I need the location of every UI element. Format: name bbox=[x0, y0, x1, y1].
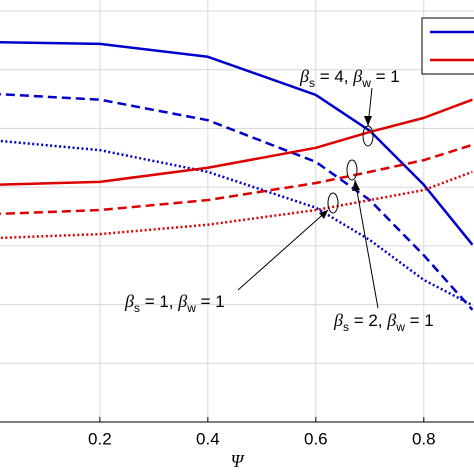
annotation-part: s bbox=[309, 76, 315, 90]
marker-ellipse bbox=[346, 159, 358, 181]
annotation-part: β bbox=[299, 66, 309, 86]
series-line bbox=[0, 92, 474, 311]
series-line bbox=[0, 41, 474, 246]
annotation-part: = 1, bbox=[140, 292, 178, 311]
arrowhead bbox=[364, 116, 372, 126]
annotation: βs = 1, βw = 1 bbox=[124, 291, 225, 315]
annotation-part: = 1 bbox=[196, 292, 225, 311]
annotation-part: w bbox=[361, 76, 371, 90]
grid: 0.2 0.4 0.6 0.8 bbox=[0, 0, 474, 448]
x-tick-label: 0.6 bbox=[304, 429, 328, 448]
annotation-layer: βs = 4, βw = 1βs = 1, βw = 1βs = 2, βw =… bbox=[124, 17, 474, 334]
annotation-part: β bbox=[352, 66, 362, 86]
legend-box bbox=[421, 17, 474, 75]
series-line bbox=[0, 98, 473, 186]
annotation-part: = 1 bbox=[405, 311, 434, 330]
annotation-part: s bbox=[343, 320, 349, 334]
arrow bbox=[354, 179, 379, 309]
series-line bbox=[0, 143, 473, 216]
marker-ellipse bbox=[327, 192, 339, 214]
annotation-part: β bbox=[386, 310, 396, 330]
series-line bbox=[0, 170, 473, 240]
annotation-part: = 4, bbox=[315, 67, 353, 86]
annotation: βs = 2, βw = 1 bbox=[333, 310, 434, 334]
annotation-part: = 1 bbox=[371, 67, 400, 86]
arrow bbox=[237, 209, 329, 291]
x-axis-label: Ψ bbox=[231, 451, 246, 471]
annotation-part: β bbox=[124, 291, 134, 311]
x-tick-label: 0.8 bbox=[412, 429, 436, 448]
arrowhead bbox=[319, 210, 328, 219]
annotation-part: w bbox=[186, 301, 196, 315]
annotation-part: s bbox=[134, 301, 140, 315]
legend bbox=[421, 17, 474, 75]
arrowhead bbox=[352, 180, 360, 191]
curves bbox=[0, 41, 474, 311]
annotation: βs = 4, βw = 1 bbox=[299, 66, 400, 90]
annotation-part: = 2, bbox=[349, 311, 387, 330]
x-tick-label: 0.2 bbox=[88, 429, 112, 448]
series-line bbox=[0, 139, 473, 307]
annotation-part: w bbox=[395, 320, 405, 334]
annotation-part: β bbox=[177, 291, 187, 311]
x-tick-label: 0.4 bbox=[196, 429, 220, 448]
annotation-part: β bbox=[333, 310, 343, 330]
